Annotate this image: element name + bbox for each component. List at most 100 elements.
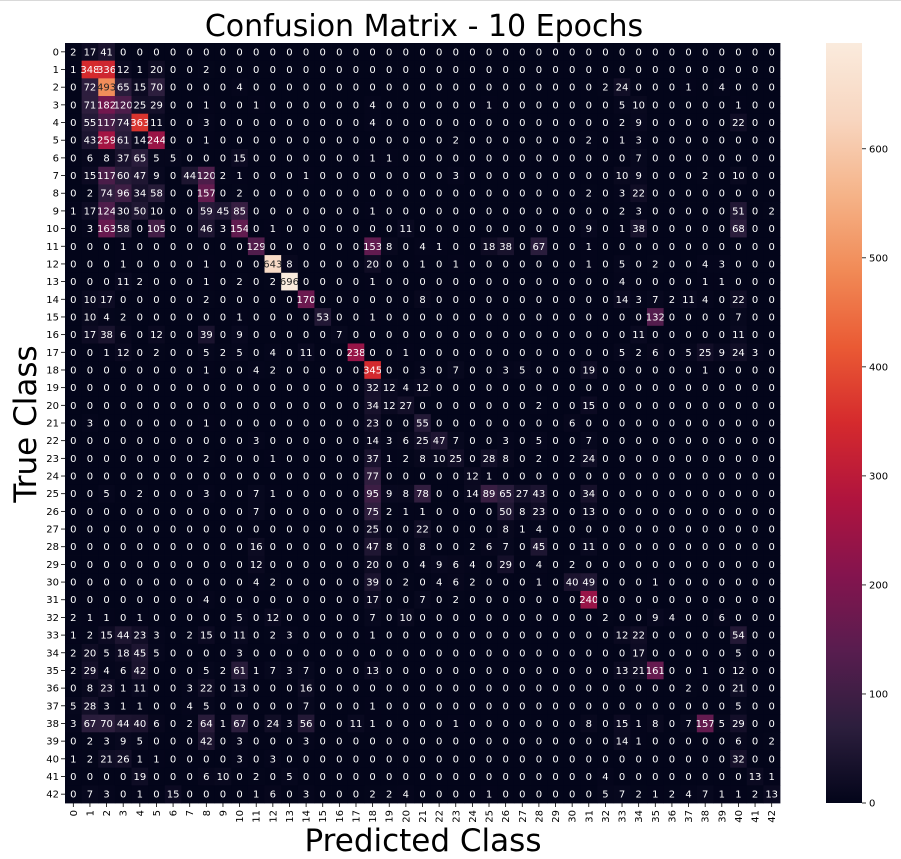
heatmap-cell: [597, 131, 615, 150]
cell-value: 0: [187, 578, 193, 589]
heatmap-cell: [497, 60, 515, 79]
heatmap-cell: [513, 202, 531, 221]
cell-value: 1: [702, 277, 708, 288]
cell-value: 0: [769, 684, 775, 695]
cell-value: 43: [84, 136, 97, 147]
heatmap-cell: [81, 60, 99, 79]
cell-value: 0: [236, 595, 242, 606]
cell-value: 3: [270, 754, 276, 765]
cell-value: 0: [236, 259, 242, 270]
cell-value: 10: [400, 613, 413, 624]
heatmap-cell: [513, 78, 531, 97]
cell-value: 0: [719, 171, 725, 182]
cell-value: 3: [303, 790, 309, 801]
cell-value: 0: [153, 312, 159, 323]
heatmap-cell: [530, 96, 548, 115]
heatmap-cell: [730, 96, 748, 115]
cell-value: 0: [769, 436, 775, 447]
cell-value: 2: [87, 631, 93, 642]
heatmap-cell: [164, 131, 182, 150]
cell-value: 0: [469, 454, 475, 465]
cell-value: 0: [286, 100, 292, 111]
cell-value: 0: [752, 242, 758, 253]
heatmap-cell: [713, 60, 731, 79]
cell-value: 0: [320, 631, 326, 642]
cell-value: 1: [635, 737, 641, 748]
cell-value: 0: [469, 348, 475, 359]
cell-value: 0: [552, 631, 558, 642]
cell-value: 0: [236, 401, 242, 412]
cell-value: 0: [353, 171, 359, 182]
cell-value: 1: [369, 631, 375, 642]
heatmap-cell: [380, 60, 398, 79]
cell-value: 2: [220, 171, 226, 182]
cell-value: 0: [702, 542, 708, 553]
cell-value: 0: [702, 65, 708, 76]
heatmap-cell: [114, 78, 132, 97]
cell-value: 13: [233, 684, 246, 695]
cell-value: 0: [286, 436, 292, 447]
cell-value: 1: [120, 701, 126, 712]
cell-value: 0: [735, 401, 741, 412]
cell-value: 0: [386, 189, 392, 200]
cell-value: 0: [619, 312, 625, 323]
x-tick-label: 31: [584, 810, 595, 823]
y-tick-label: 22: [46, 436, 59, 447]
cell-value: 0: [286, 47, 292, 58]
cell-value: 0: [353, 312, 359, 323]
cell-value: 5: [602, 790, 608, 801]
heatmap-cell: [314, 290, 332, 309]
y-tick-label: 19: [46, 383, 59, 394]
heatmap-cell: [198, 308, 216, 327]
cell-value: 0: [669, 383, 675, 394]
cell-value: 0: [286, 542, 292, 553]
cell-value: 120: [114, 100, 133, 111]
cell-value: 0: [669, 206, 675, 217]
cell-value: 1: [652, 790, 658, 801]
cell-value: 0: [403, 560, 409, 571]
heatmap-cell: [730, 184, 748, 203]
cell-value: 0: [386, 365, 392, 376]
heatmap-cell: [613, 237, 631, 256]
cell-value: 1: [153, 754, 159, 765]
cell-value: 0: [719, 224, 725, 235]
cell-value: 0: [87, 772, 93, 783]
x-tick-label: 36: [667, 810, 678, 823]
cell-value: 0: [685, 312, 691, 323]
cell-value: 4: [103, 666, 109, 677]
heatmap-cell: [331, 113, 349, 132]
cell-value: 161: [646, 666, 665, 677]
cell-value: 2: [536, 401, 542, 412]
cell-value: 0: [320, 47, 326, 58]
cell-value: 0: [669, 224, 675, 235]
cell-value: 0: [502, 330, 508, 341]
heatmap-cell: [680, 43, 698, 62]
heatmap-cell: [680, 113, 698, 132]
cell-value: 0: [569, 754, 575, 765]
cell-value: 0: [70, 312, 76, 323]
cell-value: 0: [137, 259, 143, 270]
heatmap-cell: [231, 237, 249, 256]
cell-value: 46: [200, 224, 213, 235]
heatmap-cell: [264, 166, 282, 185]
heatmap-cell: [81, 149, 99, 168]
cell-value: 0: [619, 472, 625, 483]
cell-value: 0: [187, 83, 193, 94]
cell-value: 0: [569, 206, 575, 217]
cell-value: 25: [133, 100, 146, 111]
cell-value: 0: [303, 189, 309, 200]
heatmap-cell: [264, 78, 282, 97]
cell-value: 0: [702, 312, 708, 323]
cell-value: 0: [286, 118, 292, 129]
cell-value: 0: [752, 684, 758, 695]
cell-value: 10: [616, 171, 629, 182]
heatmap-cell: [181, 166, 199, 185]
cell-value: 0: [702, 507, 708, 518]
cell-value: 0: [752, 401, 758, 412]
cell-value: 0: [719, 648, 725, 659]
cell-value: 0: [502, 754, 508, 765]
heatmap-cell: [397, 184, 415, 203]
cell-value: 0: [735, 259, 741, 270]
cell-value: 0: [635, 472, 641, 483]
cell-value: 3: [719, 259, 725, 270]
